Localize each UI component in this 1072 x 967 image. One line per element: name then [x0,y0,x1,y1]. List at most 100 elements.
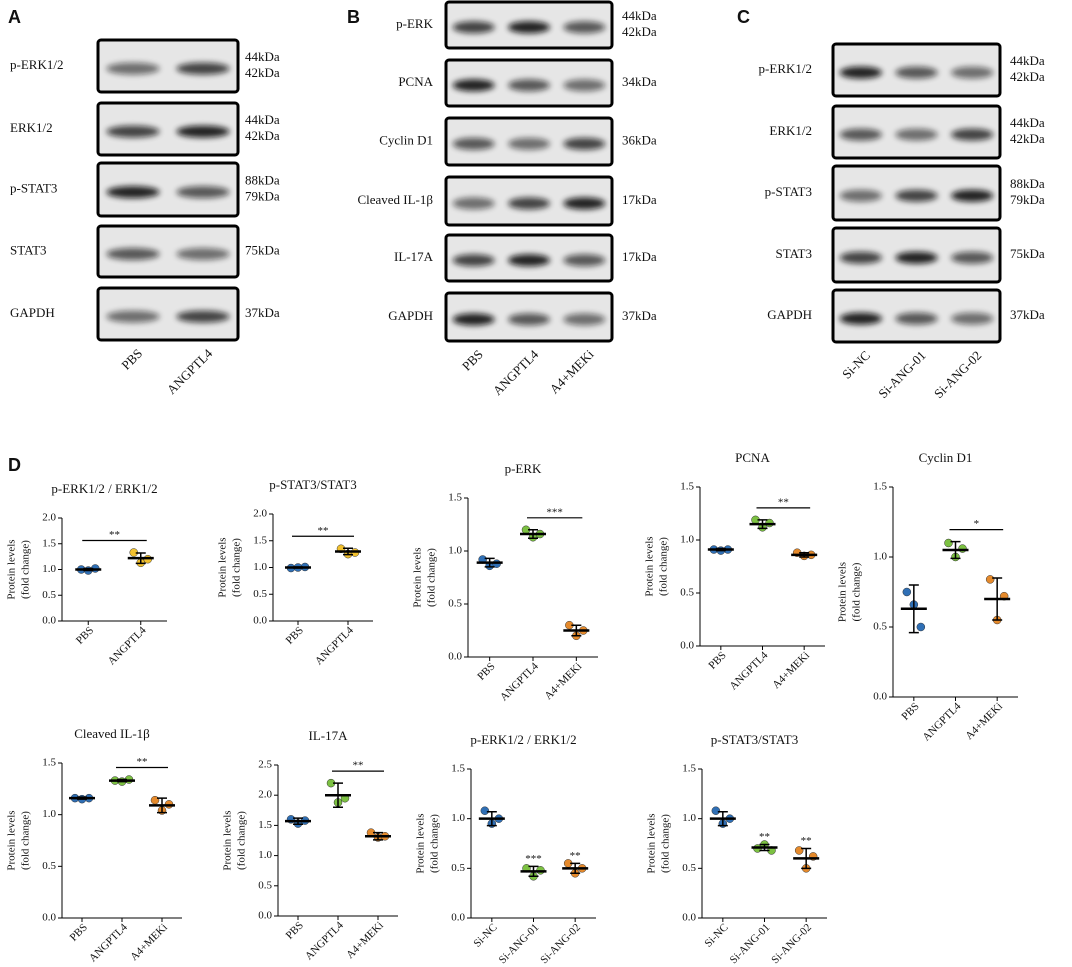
blot-band [507,21,551,34]
blot-band [951,251,994,264]
y-tick-label: 0.5 [451,862,465,874]
y-tick-label: 0.0 [680,640,694,652]
kda-label: 44kDa [245,49,280,64]
x-tick-label: ANGPTL4 [87,921,130,964]
y-tick-label: 1.5 [42,757,56,769]
blot-band [563,313,606,326]
y-tick-label: 2.0 [258,789,272,801]
blot-band [507,254,551,267]
y-tick-label: 0.0 [451,912,465,924]
data-point [985,575,995,584]
lane-label: Si-ANG-01 [875,348,929,402]
kda-label: 44kDa [622,8,657,23]
lane-label: PBS [118,346,145,373]
protein-label: p-STAT3 [10,180,57,195]
x-tick-label: Si-NC [471,921,499,949]
kda-label: 88kDa [1010,176,1045,191]
blot-band [452,21,495,34]
y-axis-label: Protein levels [412,547,424,607]
data-point [480,806,490,815]
x-tick-label: A4+MEKi [770,649,812,691]
y-tick-label: 1.5 [682,763,696,775]
significance-label: ** [109,529,120,541]
kda-label: 79kDa [245,188,280,203]
y-axis-label: Protein levels [217,537,229,597]
blot-frame [96,38,240,94]
x-tick-label: Si-NC [702,921,730,949]
blot-band [507,313,551,326]
y-tick-label: 1.0 [258,849,272,861]
significance-label: ** [137,756,148,768]
y-tick-label: 0.5 [253,588,267,600]
blot-band [452,197,495,210]
blot-band [507,79,551,92]
data-point [711,806,721,815]
lane-label: ANGPTL4 [490,346,542,398]
blot-band [895,66,938,79]
protein-label: GAPDH [767,307,812,322]
kda-label: 44kDa [1010,115,1045,130]
blot-band [452,137,495,150]
y-tick-label: 0.0 [253,615,267,627]
y-axis-label: (fold change) [658,537,670,596]
y-tick-label: 0.0 [258,910,272,922]
y-tick-label: 1.0 [253,561,267,573]
chart-title: p-ERK [505,461,542,476]
y-tick-label: 2.0 [42,512,56,524]
x-tick-label: PBS [899,700,921,722]
y-tick-label: 1.5 [451,763,465,775]
y-axis-label: (fold change) [660,814,672,873]
y-tick-label: 1.5 [448,492,462,504]
x-tick-label: Si-ANG-02 [769,921,814,966]
data-point [902,587,912,597]
y-tick-label: 0.5 [42,589,56,601]
blot-band [839,312,882,325]
blot-band [507,137,551,150]
y-tick-label: 1.0 [42,563,56,575]
kda-label: 75kDa [1010,246,1045,261]
kda-label: 36kDa [622,132,657,147]
y-tick-label: 0.5 [873,621,887,633]
protein-label: p-ERK [396,16,433,31]
x-tick-label: Si-ANG-02 [538,921,583,966]
y-tick-label: 1.5 [873,481,887,493]
significance-label: ** [353,760,364,772]
kda-label: 79kDa [1010,192,1045,207]
chart-title: p-STAT3/STAT3 [711,732,798,747]
data-point [794,846,804,855]
blot-band [176,186,230,199]
y-tick-label: 1.0 [680,534,694,546]
y-axis-label: (fold change) [20,811,32,870]
y-tick-label: 1.5 [680,481,694,493]
x-tick-label: A4+MEKi [963,700,1005,742]
data-point [958,544,967,553]
kda-label: 42kDa [245,65,280,80]
y-tick-label: 0.0 [42,912,56,924]
blot-band [895,251,938,264]
blot-band [452,79,495,92]
y-axis-label: (fold change) [851,562,863,621]
x-tick-label: ANGPTL4 [303,919,346,962]
significance-label: ** [759,831,770,843]
protein-label: STAT3 [775,246,812,261]
chart-title: IL-17A [309,728,349,743]
y-tick-label: 0.5 [680,587,694,599]
blot-band [951,189,994,202]
blot-band [951,312,994,325]
y-tick-label: 0.0 [448,651,462,663]
y-tick-label: 1.0 [42,808,56,820]
panel-letter: D [8,455,21,475]
y-axis-label: Protein levels [6,539,18,599]
x-tick-label: ANGPTL4 [727,649,770,692]
blot-band [951,128,994,141]
blot-frame [96,161,240,218]
significance-label: ** [778,496,789,508]
kda-label: 42kDa [245,128,280,143]
chart-title: Cyclin D1 [919,450,973,465]
lane-label: PBS [459,347,486,374]
x-tick-label: PBS [74,624,96,646]
blot-band [106,186,160,199]
y-tick-label: 0.0 [873,691,887,703]
y-tick-label: 0.5 [258,879,272,891]
blot-band [839,189,882,202]
